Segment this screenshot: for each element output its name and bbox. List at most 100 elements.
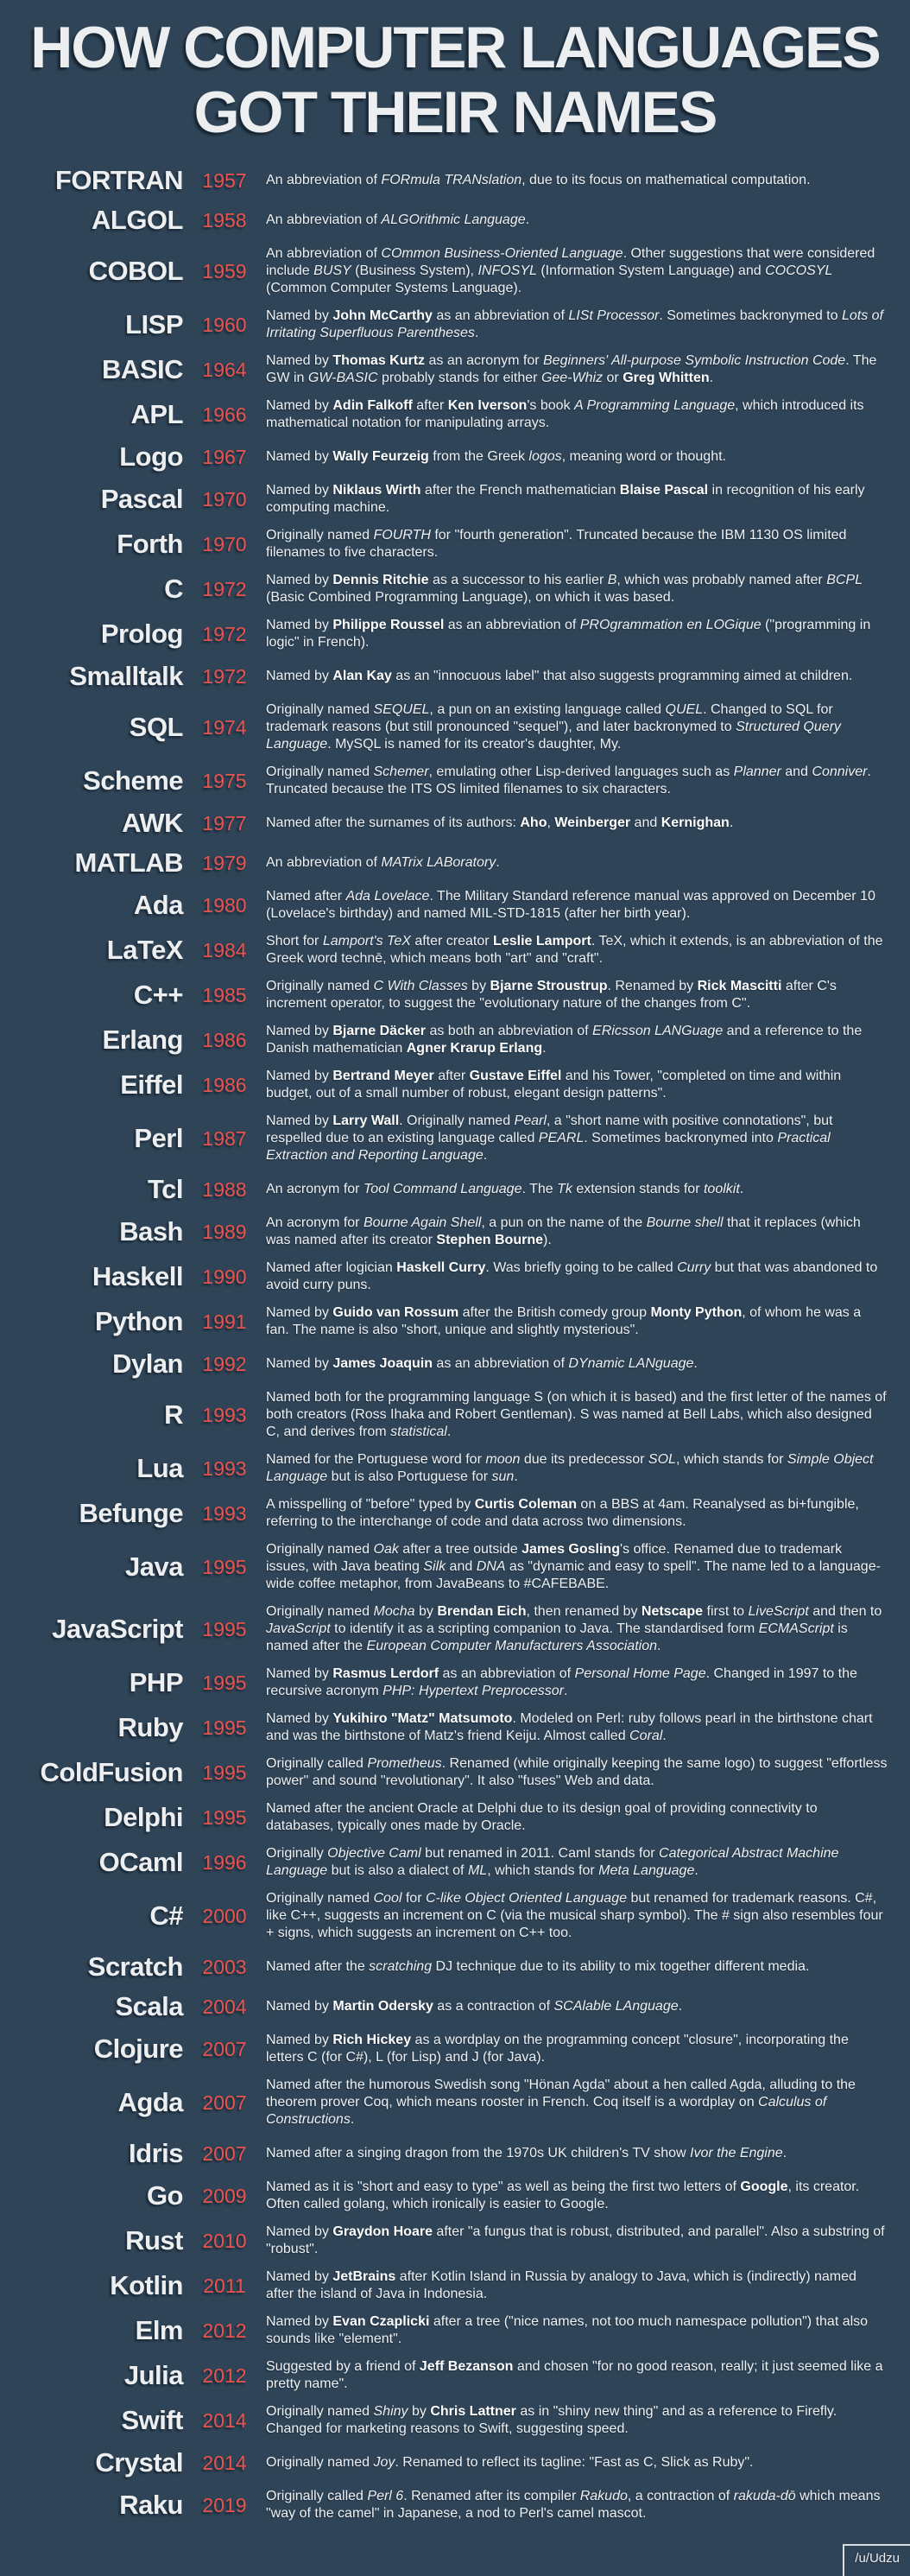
language-description: Named both for the programming language … bbox=[266, 1390, 887, 1439]
language-year: 1991 bbox=[202, 1310, 247, 1333]
page-title: HOW COMPUTER LANGUAGES GOT THEIR NAMES bbox=[0, 16, 910, 145]
language-name: Crystal bbox=[95, 2447, 183, 2478]
language-row: Go 2009 Named as it is "short and easy t… bbox=[0, 2179, 910, 2213]
language-description: An acronym for Tool Command Language. Th… bbox=[266, 1182, 744, 1196]
language-year: 1979 bbox=[202, 852, 247, 874]
language-year: 1992 bbox=[202, 1353, 247, 1375]
language-row: Lua 1993 Named for the Portuguese word f… bbox=[0, 1451, 910, 1486]
language-row: Clojure 2007 Named by Rich Hickey as a w… bbox=[0, 2032, 910, 2066]
language-year: 2004 bbox=[202, 1995, 247, 2018]
language-description: Named by Martin Odersky as a contraction… bbox=[266, 1999, 683, 2014]
language-name: Clojure bbox=[93, 2034, 184, 2064]
language-name: LaTeX bbox=[106, 935, 184, 965]
language-year: 2014 bbox=[202, 2409, 247, 2432]
language-row: Pascal 1970 Named by Niklaus Wirth after… bbox=[0, 482, 910, 517]
language-name: C# bbox=[149, 1900, 183, 1931]
language-row: SQL 1974 Originally named SEQUEL, a pun … bbox=[0, 701, 910, 753]
language-row: FORTRAN 1957 An abbreviation of FORmula … bbox=[0, 166, 910, 195]
language-name: Befunge bbox=[79, 1498, 184, 1528]
language-row: Bash 1989 An acronym for Bourne Again Sh… bbox=[0, 1215, 910, 1249]
language-name: Ruby bbox=[117, 1712, 184, 1742]
language-year: 2012 bbox=[202, 2319, 247, 2342]
language-row: Smalltalk 1972 Named by Alan Kay as an "… bbox=[0, 662, 910, 691]
language-description: Named after the scratching DJ technique … bbox=[266, 1959, 810, 1974]
language-name: C++ bbox=[133, 980, 184, 1010]
language-year: 2007 bbox=[202, 2142, 247, 2165]
language-year: 1977 bbox=[202, 812, 247, 834]
language-description: An acronym for Bourne Again Shell, a pun… bbox=[266, 1215, 861, 1247]
language-year: 1960 bbox=[202, 314, 247, 336]
language-row: Java 1995 Originally named Oak after a t… bbox=[0, 1541, 910, 1593]
language-name: Dylan bbox=[112, 1348, 183, 1379]
language-name: Agda bbox=[117, 2087, 184, 2117]
language-description: Originally named Mocha by Brendan Eich, … bbox=[266, 1604, 882, 1653]
language-description: Named by Guido van Rossum after the Brit… bbox=[266, 1305, 862, 1337]
language-year: 1996 bbox=[202, 1851, 247, 1874]
language-description: Named by Philippe Roussel as an abbrevia… bbox=[266, 618, 871, 650]
language-year: 1980 bbox=[202, 894, 247, 917]
language-row: APL 1966 Named by Adin Falkoff after Ken… bbox=[0, 397, 910, 432]
language-row: Perl 1987 Named by Larry Wall. Originall… bbox=[0, 1113, 910, 1164]
language-description: Named by Niklaus Wirth after the French … bbox=[266, 483, 865, 515]
language-year: 2009 bbox=[202, 2185, 247, 2207]
language-description: Named by Evan Czaplicki after a tree ("n… bbox=[266, 2314, 869, 2346]
language-description: Named after the ancient Oracle at Delphi… bbox=[266, 1801, 818, 1833]
language-row: Haskell 1990 Named after logician Haskel… bbox=[0, 1259, 910, 1294]
language-description: Named by Wally Feurzeig from the Greek l… bbox=[266, 449, 726, 464]
language-year: 1972 bbox=[202, 623, 247, 645]
language-name: C bbox=[164, 574, 183, 604]
language-year: 1995 bbox=[202, 1618, 247, 1640]
language-year: 1972 bbox=[202, 665, 247, 688]
language-description: Named by Graydon Hoare after "a fungus t… bbox=[266, 2224, 885, 2256]
language-row: Delphi 1995 Named after the ancient Orac… bbox=[0, 1800, 910, 1835]
page-title-line-2: GOT THEIR NAMES bbox=[193, 79, 718, 145]
language-description: An abbreviation of FORmula TRANslation, … bbox=[266, 173, 811, 187]
language-year: 1988 bbox=[202, 1178, 247, 1201]
language-name: Idris bbox=[129, 2138, 183, 2168]
language-description: Originally named Joy. Renamed to reflect… bbox=[266, 2455, 754, 2470]
language-description: Originally named Shiny by Chris Lattner … bbox=[266, 2404, 837, 2436]
language-year: 1967 bbox=[202, 446, 247, 468]
language-year: 1995 bbox=[202, 1806, 247, 1829]
language-description: Named by Adin Falkoff after Ken Iverson'… bbox=[266, 398, 864, 430]
language-name: BASIC bbox=[102, 354, 183, 384]
language-row: Forth 1970 Originally named FOURTH for "… bbox=[0, 527, 910, 562]
language-row: JavaScript 1995 Originally named Mocha b… bbox=[0, 1603, 910, 1655]
language-description: Named by Bjarne Däcker as both an abbrev… bbox=[266, 1024, 863, 1056]
language-year: 2011 bbox=[203, 2275, 246, 2297]
language-name: PHP bbox=[129, 1667, 184, 1697]
language-row: Crystal 2014 Originally named Joy. Renam… bbox=[0, 2448, 910, 2478]
language-name: Lua bbox=[136, 1453, 183, 1483]
language-name: MATLAB bbox=[74, 847, 183, 878]
language-year: 1986 bbox=[202, 1029, 247, 1051]
language-row: AWK 1977 Named after the surnames of its… bbox=[0, 809, 910, 838]
language-name: Perl bbox=[134, 1123, 183, 1153]
language-description: Named after the surnames of its authors:… bbox=[266, 815, 734, 830]
language-year: 1993 bbox=[202, 1457, 247, 1480]
language-row: BASIC 1964 Named by Thomas Kurtz as an a… bbox=[0, 352, 910, 387]
language-description: Named by Yukihiro "Matz" Matsumoto. Mode… bbox=[266, 1711, 873, 1743]
language-description: Named by JetBrains after Kotlin Island i… bbox=[266, 2269, 856, 2301]
language-year: 1987 bbox=[202, 1127, 247, 1150]
language-row: R 1993 Named both for the programming la… bbox=[0, 1389, 910, 1441]
language-year: 1984 bbox=[202, 939, 247, 961]
language-year: 1985 bbox=[202, 984, 247, 1006]
language-row: Befunge 1993 A misspelling of "before" t… bbox=[0, 1496, 910, 1531]
language-year: 1970 bbox=[202, 533, 247, 555]
language-year: 2003 bbox=[202, 1956, 247, 1978]
language-description: An abbreviation of ALGOrithmic Language. bbox=[266, 213, 530, 227]
page-title-line-1: HOW COMPUTER LANGUAGES bbox=[30, 15, 882, 80]
language-description: Short for Lamport's TeX after creator Le… bbox=[266, 934, 883, 966]
language-description: Originally called Prometheus. Renamed (w… bbox=[266, 1756, 888, 1788]
language-description: A misspelling of "before" typed by Curti… bbox=[266, 1497, 859, 1529]
language-description: Originally called Perl 6. Renamed after … bbox=[266, 2489, 881, 2521]
language-name: Erlang bbox=[102, 1025, 184, 1055]
language-row: Erlang 1986 Named by Bjarne Däcker as bo… bbox=[0, 1023, 910, 1057]
language-year: 1974 bbox=[202, 716, 247, 739]
language-row: Raku 2019 Originally called Perl 6. Rena… bbox=[0, 2488, 910, 2522]
language-name: Logo bbox=[119, 441, 183, 472]
language-name: Forth bbox=[117, 529, 183, 559]
language-year: 1995 bbox=[202, 1716, 247, 1739]
language-row: LISP 1960 Named by John McCarthy as an a… bbox=[0, 308, 910, 342]
language-name: Tcl bbox=[148, 1174, 184, 1204]
